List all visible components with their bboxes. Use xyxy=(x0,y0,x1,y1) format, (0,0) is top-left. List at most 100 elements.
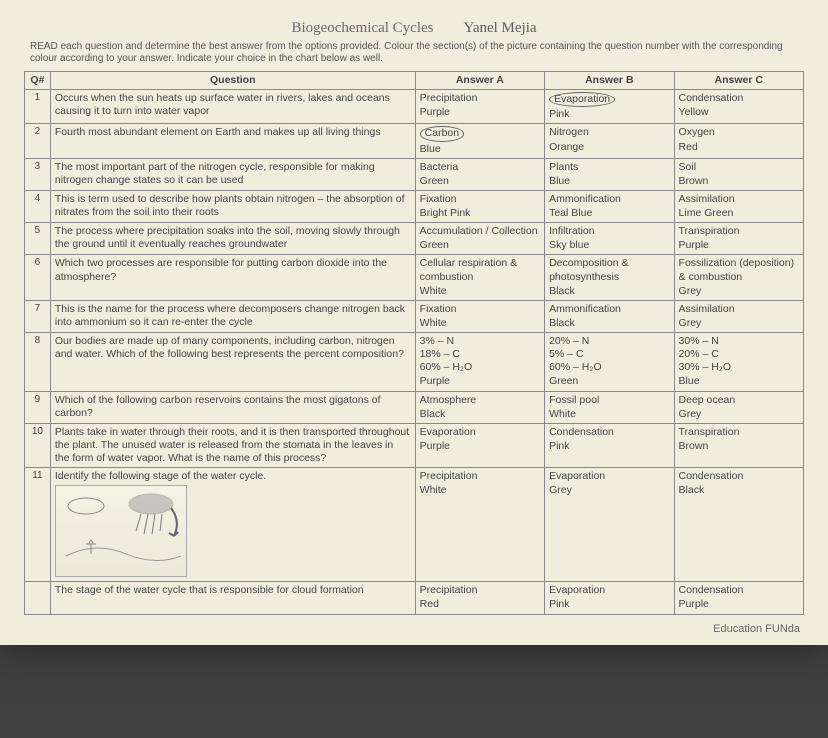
answer-color: Orange xyxy=(549,141,669,154)
answer-color: Blue xyxy=(549,175,669,188)
answer-cell-c: OxygenRed xyxy=(674,124,803,158)
col-answer-b: Answer B xyxy=(545,72,674,90)
answer-color: White xyxy=(420,484,540,497)
answer-cell-b: InfiltrationSky blue xyxy=(545,223,674,255)
student-name: Yanel Mejia xyxy=(463,20,536,37)
worksheet-title: Biogeochemical Cycles xyxy=(291,20,433,37)
answer-cell-b: EvaporationPink xyxy=(545,582,674,614)
answer-option: Ammonification xyxy=(549,303,669,316)
table-row: 4This is term used to describe how plant… xyxy=(25,190,804,222)
answer-cell-a: EvaporationPurple xyxy=(415,423,544,467)
answer-color: White xyxy=(420,317,540,330)
question-text: This is term used to describe how plants… xyxy=(50,190,415,222)
question-number: 3 xyxy=(25,158,51,190)
question-text: The most important part of the nitrogen … xyxy=(50,158,415,190)
answer-option: 30% – N 20% – C 30% – H₂O xyxy=(679,335,799,374)
answer-cell-b: Decomposition & photosynthesisBlack xyxy=(545,255,674,300)
answer-color: Pink xyxy=(549,598,669,611)
answer-option: Plants xyxy=(549,161,669,174)
answer-option: Nitrogen xyxy=(549,126,669,139)
answer-cell-a: PrecipitationWhite xyxy=(415,468,544,582)
answer-cell-a: Carbon Blue xyxy=(415,124,544,158)
answer-cell-c: TranspirationBrown xyxy=(674,423,803,467)
answer-option: Accumulation / Collection xyxy=(420,225,540,238)
table-row: 10Plants take in water through their roo… xyxy=(25,423,804,467)
table-row: 9Which of the following carbon reservoir… xyxy=(25,391,804,423)
answer-cell-a: PrecipitationRed xyxy=(415,582,544,614)
answer-color: Black xyxy=(420,408,540,421)
answer-color: Brown xyxy=(679,440,799,453)
answer-option: Bacteria xyxy=(420,161,540,174)
answer-color: Yellow xyxy=(679,106,799,119)
question-number: 1 xyxy=(25,90,51,124)
answer-option: Assimilation xyxy=(679,303,799,316)
answer-color: Black xyxy=(549,317,669,330)
answer-option: Cellular respiration & combustion xyxy=(420,257,540,283)
question-text: This is the name for the process where d… xyxy=(50,300,415,332)
answer-option: Carbon xyxy=(420,126,540,141)
question-number: 4 xyxy=(25,190,51,222)
answer-option: Atmosphere xyxy=(420,394,540,407)
answer-cell-b: PlantsBlue xyxy=(545,158,674,190)
answer-option: Precipitation xyxy=(420,584,540,597)
answer-option: 20% – N 5% – C 60% – H₂O xyxy=(549,335,669,374)
col-answer-c: Answer C xyxy=(674,72,803,90)
table-row: 6Which two processes are responsible for… xyxy=(25,255,804,300)
answer-cell-a: FixationWhite xyxy=(415,300,544,332)
answer-cell-c: CondensationBlack xyxy=(674,468,803,582)
table-row: 11Identify the following stage of the wa… xyxy=(25,468,804,582)
footer-text: Education FUNda xyxy=(24,623,804,635)
col-question: Question xyxy=(50,72,415,90)
answer-cell-b: AmmonificationTeal Blue xyxy=(545,190,674,222)
water-cycle-diagram xyxy=(55,485,187,577)
question-text: Plants take in water through their roots… xyxy=(50,423,415,467)
answer-cell-c: SoilBrown xyxy=(674,158,803,190)
table-row: 7This is the name for the process where … xyxy=(25,300,804,332)
answer-cell-c: CondensationYellow xyxy=(674,90,803,124)
answer-option: Soil xyxy=(679,161,799,174)
answer-option: Fossil pool xyxy=(549,394,669,407)
answer-color: Brown xyxy=(679,175,799,188)
answer-color: Bright Pink xyxy=(420,207,540,220)
table-row: The stage of the water cycle that is res… xyxy=(25,582,804,614)
question-text: Which two processes are responsible for … xyxy=(50,255,415,300)
answer-color: Purple xyxy=(679,598,799,611)
answer-color: Green xyxy=(549,375,669,388)
table-row: 2Fourth most abundant element on Earth a… xyxy=(25,124,804,158)
answer-option: Evaporation xyxy=(549,470,669,483)
answer-color: Sky blue xyxy=(549,239,669,252)
answer-color: White xyxy=(549,408,669,421)
question-text: Occurs when the sun heats up surface wat… xyxy=(50,90,415,124)
question-text: Fourth most abundant element on Earth an… xyxy=(50,124,415,158)
answer-color: Pink xyxy=(549,440,669,453)
instructions-text: READ each question and determine the bes… xyxy=(24,41,804,65)
answer-color: Red xyxy=(420,598,540,611)
question-text: The process where precipitation soaks in… xyxy=(50,223,415,255)
worksheet-sheet: Biogeochemical Cycles Yanel Mejia READ e… xyxy=(0,0,828,645)
answer-color: Lime Green xyxy=(679,207,799,220)
answer-cell-c: Fossilization (deposition) & combustionG… xyxy=(674,255,803,300)
question-number xyxy=(25,582,51,614)
answer-color: Black xyxy=(679,484,799,497)
question-number: 9 xyxy=(25,391,51,423)
answer-option: Precipitation xyxy=(420,92,540,105)
answer-option: Oxygen xyxy=(679,126,799,139)
table-row: 3The most important part of the nitrogen… xyxy=(25,158,804,190)
answer-option: Transpiration xyxy=(679,225,799,238)
answer-cell-b: Fossil poolWhite xyxy=(545,391,674,423)
question-text: Identify the following stage of the wate… xyxy=(50,468,415,582)
answer-cell-a: Accumulation / CollectionGreen xyxy=(415,223,544,255)
question-text: Which of the following carbon reservoirs… xyxy=(50,391,415,423)
answer-option: Fixation xyxy=(420,303,540,316)
question-text: Our bodies are made up of many component… xyxy=(50,333,415,392)
answer-cell-a: BacteriaGreen xyxy=(415,158,544,190)
answer-option: Transpiration xyxy=(679,426,799,439)
answer-option: Condensation xyxy=(549,426,669,439)
answer-color: Blue xyxy=(420,143,540,156)
answer-color: White xyxy=(420,285,540,298)
answer-cell-b: Nitrogen Orange xyxy=(545,124,674,158)
answer-cell-c: AssimilationLime Green xyxy=(674,190,803,222)
answer-color: Black xyxy=(549,285,669,298)
answer-cell-b: 20% – N 5% – C 60% – H₂OGreen xyxy=(545,333,674,392)
answer-option: Condensation xyxy=(679,584,799,597)
